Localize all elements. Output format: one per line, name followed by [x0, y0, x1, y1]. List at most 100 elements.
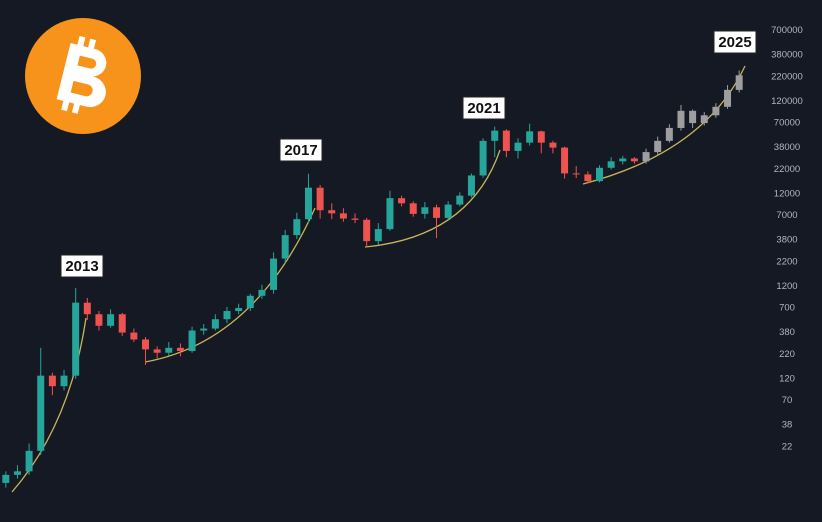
candle-body [549, 142, 557, 148]
candle-body [572, 173, 580, 175]
y-tick-label: 2200 [776, 257, 797, 268]
y-tick-label: 22 [782, 442, 793, 453]
y-tick-label: 120000 [771, 96, 803, 107]
candle-body [165, 347, 173, 353]
candle-body [316, 187, 324, 211]
candle-body [363, 219, 371, 242]
candle-body [176, 347, 184, 352]
candle-body [188, 330, 196, 352]
candle-body [235, 308, 243, 312]
logo-bar [77, 35, 86, 48]
logo-bar [71, 102, 81, 114]
y-tick-label: 12000 [774, 188, 800, 199]
candle-body [246, 295, 254, 309]
candle-body [37, 375, 45, 451]
candle-body [665, 127, 673, 141]
candle-body [351, 218, 359, 220]
candle-body [630, 158, 638, 162]
candle-body [281, 235, 289, 259]
candle-body [561, 147, 569, 174]
candle-body [537, 131, 545, 143]
candle-body [211, 319, 219, 329]
annotation-box [713, 30, 757, 54]
candle-body [95, 314, 103, 326]
candle-body [339, 213, 347, 219]
candle-body [398, 198, 406, 204]
y-tick-label: 70000 [774, 118, 800, 129]
candle-body [654, 140, 662, 153]
candle-body [526, 131, 534, 143]
candle-body [223, 311, 231, 320]
annotation-box [462, 96, 506, 120]
candle-body [107, 314, 115, 326]
candle-body [328, 210, 336, 214]
candle-body [689, 110, 697, 124]
logo-bar [87, 38, 97, 50]
candle-body [409, 203, 417, 214]
candle-body [502, 130, 510, 151]
candle-body [200, 328, 208, 331]
candle-body [724, 89, 732, 107]
candle-body [258, 289, 266, 296]
y-tick-label: 38000 [774, 142, 800, 153]
candle-body [421, 207, 429, 214]
logo-b [56, 35, 107, 114]
candle-body [677, 110, 685, 128]
candle-body [514, 142, 522, 151]
y-tick-label: 1200 [776, 281, 797, 292]
candle-body [270, 258, 278, 290]
candle-body [596, 167, 603, 182]
candle-body [642, 152, 650, 162]
candle-body [130, 332, 138, 340]
candle-body [735, 75, 743, 90]
candle-body [72, 302, 80, 376]
candle-body [153, 349, 161, 353]
candle-body [444, 204, 452, 218]
candle-body [13, 471, 21, 475]
trend-curve [144, 207, 316, 363]
y-tick-label: 38 [782, 420, 793, 431]
candle-body [83, 302, 91, 315]
annotation-box [279, 138, 323, 162]
annotation: 2021 [467, 100, 500, 117]
candle-body [118, 314, 126, 333]
logo-bar [61, 100, 70, 112]
y-tick-label: 22000 [774, 164, 800, 175]
y-tick-label: 700 [779, 303, 795, 314]
candle-body [456, 195, 464, 205]
candle-body [700, 115, 708, 124]
y-tick-label: 120 [779, 373, 795, 384]
candle-body [467, 175, 475, 196]
candle-body [479, 140, 487, 176]
y-tick-label: 3800 [776, 235, 797, 246]
candle-body [60, 375, 68, 387]
trend-curve [582, 65, 746, 185]
y-tick-label: 7000 [776, 210, 797, 221]
y-tick-label: 220000 [771, 72, 803, 83]
candle-body [619, 158, 627, 162]
candle-body [712, 106, 720, 116]
candle-body [304, 187, 312, 220]
y-tick-label: 380 [779, 327, 795, 338]
candle-body [433, 207, 441, 218]
candle-body [48, 375, 56, 387]
bitcoin-logo [25, 18, 141, 134]
candle-body [584, 174, 592, 182]
trend-curve [11, 317, 87, 493]
logo-b-shape [56, 43, 107, 108]
candle-body [25, 450, 33, 472]
annotation: 2013 [65, 258, 98, 275]
candle-body [374, 229, 382, 242]
y-tick-label: 700000 [771, 25, 803, 36]
candle-body [386, 198, 394, 230]
y-tick-label: 380000 [771, 50, 803, 61]
y-tick-label: 220 [779, 349, 795, 360]
annotation: 2025 [718, 34, 751, 51]
candle-body [607, 161, 615, 168]
candle-body [2, 474, 10, 483]
annotation: 2017 [284, 142, 317, 159]
candle-body [491, 130, 499, 141]
candle-body [293, 219, 301, 236]
